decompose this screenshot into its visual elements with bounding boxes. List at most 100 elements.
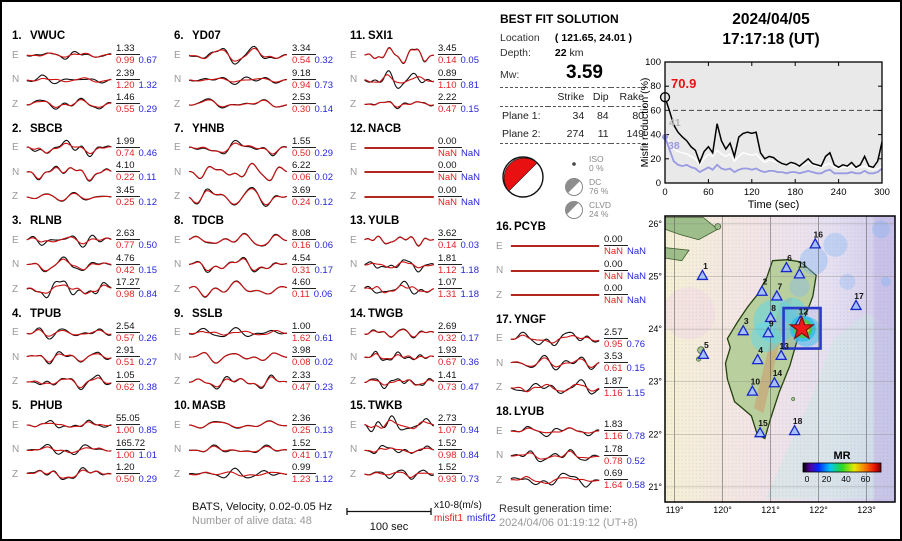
bandpass-info: BATS, Velocity, 0.02-0.05 Hz	[192, 501, 333, 513]
amplitude-value: 1.81	[438, 253, 462, 265]
waveform-trace	[363, 413, 436, 437]
header-dip: Dip	[586, 87, 611, 107]
result-generation: Result generation time: 2024/04/06 01:19…	[499, 502, 638, 530]
misfit2-value: NaN	[461, 196, 481, 208]
station-column-4-stations: 16. PCYB E 0.00 NaN NaN N 0.00 NaN NaN Z 0.00 NaN NaN…	[496, 221, 652, 493]
station-title: 16. PCYB	[496, 221, 546, 233]
event-date: 2024/04/05	[732, 11, 810, 28]
channel-label: N	[174, 444, 182, 456]
station-block-phub: 5. PHUB E 55.05 1.00 0.85 N 165.72 1.00 1.01 Z 1.20…	[12, 400, 164, 487]
waveform-trace	[187, 253, 290, 277]
channel-label: Z	[12, 191, 19, 203]
waveform-row-n: N 0.00 NaN NaN	[496, 259, 652, 284]
waveform-trace	[509, 376, 602, 400]
channel-label: Z	[350, 376, 357, 388]
misfit2-value: 0.36	[460, 357, 480, 369]
misfit1-value: 0.95	[604, 338, 623, 350]
waveform-trace	[363, 185, 436, 209]
waveform-row-e: E 2.63 0.77 0.50	[12, 228, 164, 253]
misfit1-value: NaN	[604, 295, 624, 307]
channel-label: E	[12, 142, 19, 154]
misfit2-value: 0.61	[314, 332, 334, 344]
misfit-values: 4.54 0.31 0.17	[290, 253, 340, 276]
amplitude-value: 9.18	[292, 68, 316, 80]
station-title: 12. NACB	[350, 122, 402, 135]
station-block-yhnb: 7. YHNB E 1.55 0.50 0.29 N 6.22 0.06 0.02 Z 3.69 0.2…	[174, 123, 340, 210]
misfit1-value: 0.14	[438, 55, 457, 67]
misfit2-value: 0.27	[138, 357, 158, 369]
amplitude-units: x10-8(m/s)	[434, 500, 482, 511]
waveform-row-z: Z 1.41 0.73 0.47	[350, 370, 486, 395]
misfit-values: 4.60 0.11 0.06	[290, 278, 340, 300]
waveform-trace	[25, 277, 114, 301]
waveform-trace	[363, 136, 436, 160]
svg-text:41: 41	[669, 117, 681, 129]
station-block-rlnb: 3. RLNB E 2.63 0.77 0.50 N 4.76 0.42 0.15 Z 17.27 0.…	[12, 215, 164, 302]
station-block-twgb: 14. TWGB E 2.69 0.32 0.17 N 1.93 0.67 0.36 Z 1.41 0.…	[350, 308, 486, 395]
waveform-row-n: N 3.53 0.61 0.15	[496, 351, 652, 376]
amplitude-value: 1.52	[438, 438, 462, 450]
waveform-trace	[509, 259, 602, 283]
waveform-row-z: Z 3.45 0.25 0.12	[12, 185, 164, 210]
station-block-tdcb: 8. TDCB E 8.08 0.16 0.06 N 4.54 0.31 0.17 Z 4.60 0.1…	[174, 215, 340, 302]
misfit2-value: 0.47	[460, 381, 480, 393]
misfit2-value: 1.32	[138, 79, 158, 91]
waveform-trace	[509, 327, 602, 351]
waveform-row-e: E 2.57 0.95 0.76	[496, 327, 652, 352]
misfit2-value: 1.15	[626, 387, 646, 399]
station-block-sbcb: 2. SBCB E 1.99 0.74 0.46 N 4.10 0.22 0.11 Z 3.45 0.2…	[12, 123, 164, 210]
misfit1-value: 1.16	[604, 387, 623, 399]
waveform-row-e: E 55.05 1.00 0.85	[12, 413, 164, 438]
misfit-values: 165.72 1.00 1.01	[114, 438, 164, 461]
misfit-values: 0.99 1.23 1.12	[290, 463, 340, 485]
waveform-trace	[187, 462, 290, 486]
station-title: 7. YHNB	[174, 122, 225, 135]
misfit1-value: 0.55	[116, 104, 135, 116]
footer-units: x10-8(m/s) misfit1 misfit2	[434, 499, 496, 525]
amplitude-value: 1.00	[292, 321, 316, 333]
misfit-values: 1.52 0.98 0.84	[436, 438, 486, 461]
waveform-row-e: E 3.34 0.54 0.32	[174, 43, 340, 68]
svg-text:25°: 25°	[648, 271, 662, 281]
depth-unit: km	[569, 47, 584, 59]
waveform-row-n: N 4.76 0.42 0.15	[12, 253, 164, 278]
station-block-vwuc: 1. VWUC E 1.33 0.99 0.67 N 2.39 1.20 1.32 Z 1.46 0.5…	[12, 30, 164, 117]
misfit-values: 1.00 1.62 0.61	[290, 321, 340, 344]
misfit1-value: 1.10	[438, 79, 457, 91]
misfit2-value: 0.12	[314, 196, 334, 208]
misfit-values: 1.87 1.16 1.15	[602, 376, 652, 399]
misfit-values: 1.99 0.74 0.46	[114, 136, 164, 159]
misfit1-value: 0.62	[116, 381, 135, 393]
svg-text:0: 0	[805, 474, 810, 484]
station-block-twkb: 15. TWKB E 2.73 1.07 0.94 N 1.52 0.98 0.84 Z 1.52 0.…	[350, 400, 486, 487]
station-title: 8. TDCB	[174, 215, 224, 227]
amplitude-value: 1.33	[116, 44, 140, 56]
amplitude-value: 1.83	[604, 420, 628, 432]
amplitude-value: 3.69	[292, 185, 316, 197]
channel-label: E	[174, 142, 181, 154]
amplitude-value: 2.22	[438, 93, 462, 105]
waveform-row-n: N 2.91 0.51 0.27	[12, 345, 164, 370]
misfit2-value: 0.84	[138, 289, 158, 301]
station-title: 2. SBCB	[12, 122, 63, 135]
waveform-row-e: E 0.00 NaN NaN	[496, 234, 652, 259]
channel-label: N	[496, 357, 504, 369]
scalebar-icon	[346, 508, 432, 515]
station-block-pcyb: 16. PCYB E 0.00 NaN NaN N 0.00 NaN NaN Z 0.00 NaN NaN	[496, 221, 652, 308]
amplitude-value: 2.57	[604, 327, 628, 339]
amplitude-value: 0.00	[438, 185, 462, 197]
misfit-values: 1.33 0.99 0.67	[114, 44, 164, 66]
misfit1-value: 0.47	[292, 381, 311, 393]
amplitude-value: 6.22	[292, 161, 316, 173]
location-row: Location ( 121.65, 24.01 )	[500, 32, 652, 44]
misfit2-value: 0.14	[314, 104, 334, 116]
misfit-values: 1.83 1.16 0.78	[602, 420, 652, 442]
station-title: 18. LYUB	[496, 406, 545, 418]
svg-text:38: 38	[668, 140, 680, 152]
misfit2-value: 0.02	[314, 357, 334, 369]
amplitude-value: 3.62	[438, 229, 462, 241]
dc-label: DC	[589, 176, 602, 187]
misfit-values: 1.52 0.41 0.17	[290, 438, 340, 461]
amplitude-value: 0.00	[604, 235, 628, 247]
misfit2-value: 0.94	[460, 425, 480, 437]
